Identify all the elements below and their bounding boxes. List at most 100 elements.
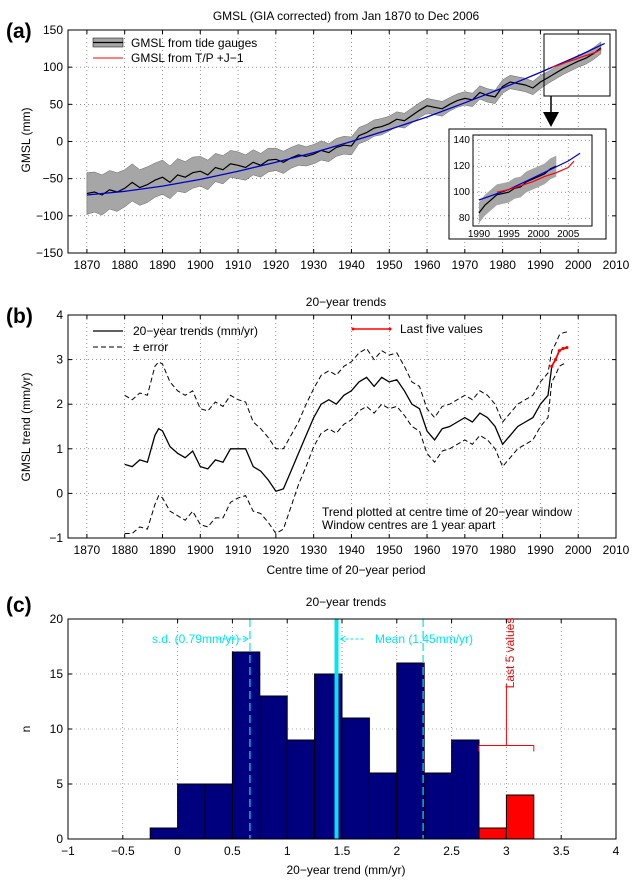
x-tick-label: 1930 <box>300 543 327 557</box>
y-tick-label: 0 <box>56 832 63 846</box>
x-tick-label: 1970 <box>451 543 478 557</box>
x-tick-label: 1890 <box>149 543 176 557</box>
legend-tide-label: GMSL from tide gauges <box>131 36 257 50</box>
panel-a: (a) GMSL (GIA corrected) from Jan 1870 t… <box>6 9 630 272</box>
histogram-bar <box>286 739 316 840</box>
x-tick-label: 1920 <box>263 258 290 272</box>
x-tick-label: 1890 <box>149 258 176 272</box>
y-tick-label: 50 <box>50 97 64 111</box>
inset-satellite-line <box>496 160 575 193</box>
inset-x-tick-label: 2000 <box>527 229 550 240</box>
x-tick-label: 1950 <box>376 543 403 557</box>
panel-a-frame <box>67 29 617 254</box>
x-tick-label: 2000 <box>565 543 592 557</box>
sd-annotation: s.d. (0.79mm/yr) <box>152 632 239 646</box>
x-tick-label: 1970 <box>451 258 478 272</box>
x-tick-label: 2010 <box>603 258 630 272</box>
inset-error-band <box>473 135 592 226</box>
inset-y-tick-label: 140 <box>453 135 470 146</box>
histogram-bar <box>451 739 480 840</box>
panel-c-title: 20−year trends <box>306 595 386 609</box>
legend-last-dot-2 <box>388 327 392 331</box>
inset-fit-line <box>478 152 581 201</box>
y-tick-label: 0 <box>56 486 63 500</box>
legend-satellite-label: GMSL from T/P +J−1 <box>131 51 244 65</box>
panel-c: (c) 20−year trends n 20−year trend (mm/y… <box>6 594 620 877</box>
x-tick-label: 1910 <box>225 258 252 272</box>
x-tick-label: 1960 <box>414 258 441 272</box>
x-tick-label: 1960 <box>414 543 441 557</box>
y-tick-label: 4 <box>56 308 63 322</box>
tide-error-band <box>86 41 602 216</box>
y-tick-label: 5 <box>56 777 63 791</box>
x-tick-label: 1 <box>284 844 291 858</box>
inset-x-tick-label: 2005 <box>557 229 580 240</box>
panel-b-frame <box>67 314 617 539</box>
last-five-bar <box>478 827 507 840</box>
panel-a-legend: GMSL from tide gauges GMSL from T/P +J−1 <box>92 36 257 65</box>
inset-plot-frame <box>472 134 593 227</box>
x-tick-label: 1980 <box>489 258 516 272</box>
x-tick-label: 1930 <box>300 258 327 272</box>
panel-b-grid <box>68 315 616 538</box>
x-tick-label: 1900 <box>187 258 214 272</box>
panel-c-ylabel: n <box>19 726 33 733</box>
panel-b-legend: 20−year trends (mm/yr) ± error Last five… <box>93 322 483 354</box>
last-values-annotation: Last 5 values <box>503 618 517 689</box>
panel-b-ticks: 1870 1880 1890 1900 1910 1920 1930 1940 1950 1960… <box>49 308 629 557</box>
inset-y-tick-label: 100 <box>453 187 470 198</box>
inset-x-tick-label: 1990 <box>468 229 491 240</box>
legend-last-label: Last five values <box>400 322 483 336</box>
panel-a-inset: 1990 1995 2000 2005 80 100 120 140 <box>448 128 607 240</box>
panel-a-ylabel: GMSL (mm) <box>19 108 33 173</box>
y-tick-label: 15 <box>50 667 64 681</box>
panel-b-label: (b) <box>6 305 33 328</box>
last-five-point <box>565 345 569 350</box>
panel-a-ticks: 1870 1880 1890 1900 1910 1920 1930 1940 1950 1960… <box>36 23 630 272</box>
x-tick-label: 1920 <box>263 543 290 557</box>
x-tick-label: 2000 <box>565 258 592 272</box>
panel-c-ticks: −1 −0.5 0 0.5 1 1.5 2 2.5 3 3.5 4 0 5 10 15 20 <box>50 612 620 858</box>
last-five-point <box>553 358 558 362</box>
histogram-bar <box>368 772 398 840</box>
x-tick-label: 1880 <box>111 543 138 557</box>
x-tick-label: 1870 <box>74 258 101 272</box>
x-tick-label: 1.5 <box>334 844 351 858</box>
y-tick-label: 1 <box>56 442 63 456</box>
mean-annotation: Mean (1.45mm/yr) <box>375 632 473 646</box>
lower-error-line <box>124 362 568 535</box>
panel-a-label: (a) <box>6 20 32 43</box>
inset-y-tick-label: 80 <box>459 213 471 224</box>
panel-a-series <box>86 42 605 196</box>
x-tick-label: 1870 <box>74 543 101 557</box>
x-tick-label: 2.5 <box>443 844 460 858</box>
y-tick-label: −50 <box>43 172 64 186</box>
last-five-point <box>550 364 554 368</box>
panel-b-annotation-1: Trend plotted at centre time of 20−year … <box>322 505 572 519</box>
histogram-bar <box>341 717 370 840</box>
y-tick-label: 20 <box>50 612 64 626</box>
satellite-line <box>551 48 602 68</box>
x-tick-label: 1910 <box>225 543 252 557</box>
last-five-point <box>557 349 561 353</box>
x-tick-label: 1880 <box>111 258 138 272</box>
panel-c-bars <box>149 651 535 840</box>
x-tick-label: 1940 <box>338 258 365 272</box>
y-tick-label: 100 <box>43 60 63 74</box>
y-tick-label: 0 <box>56 135 63 149</box>
inset-x-tick-label: 1995 <box>498 229 521 240</box>
panel-c-reference-lines <box>217 619 535 839</box>
histogram-bar <box>231 651 261 840</box>
x-tick-label: 2010 <box>603 543 630 557</box>
y-tick-label: 10 <box>50 722 64 736</box>
y-tick-label: 150 <box>43 23 63 37</box>
panel-b: (b) 20−year trends GMSL trend (mm/yr) Ce… <box>6 295 630 577</box>
y-tick-label: −100 <box>36 209 63 223</box>
y-tick-label: 3 <box>56 353 63 367</box>
last-five-point <box>561 346 565 351</box>
histogram-bar <box>396 662 425 840</box>
panel-b-title: 20−year trends <box>306 295 386 309</box>
x-tick-label: 3 <box>503 844 510 858</box>
zoom-arrow-head <box>543 112 559 127</box>
